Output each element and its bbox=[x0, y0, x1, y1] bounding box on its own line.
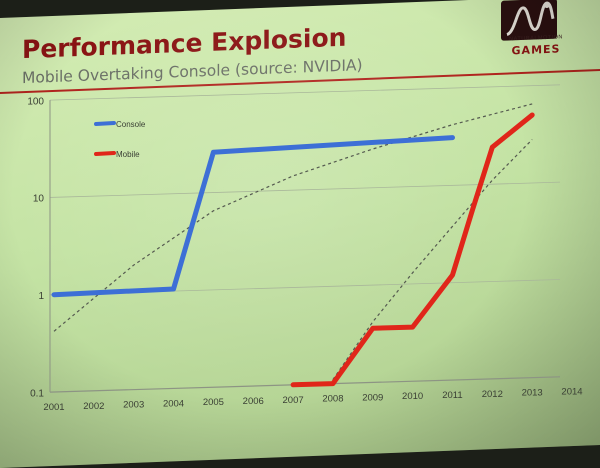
gridline bbox=[49, 181, 561, 198]
x-tick-label: 2012 bbox=[482, 389, 503, 400]
x-tick-label: 2013 bbox=[522, 388, 543, 399]
x-tick-label: 2005 bbox=[203, 397, 224, 408]
x-tick-label: 2007 bbox=[283, 395, 304, 406]
gridline bbox=[49, 84, 561, 101]
x-tick-label: 2010 bbox=[402, 391, 423, 402]
x-tick-label: 2014 bbox=[561, 386, 582, 397]
series-line-console bbox=[51, 135, 455, 298]
trendline bbox=[332, 139, 533, 380]
naturalmotion-logo: NATURALMOTION GAMES bbox=[497, 0, 575, 61]
x-tick-label: 2006 bbox=[243, 396, 264, 407]
performance-chart: 0.1 1 10 100 2001 2002 2003 2004 2005 2006 2007 200… bbox=[27, 84, 583, 413]
x-tick-label: 2008 bbox=[322, 394, 343, 405]
logo-icon bbox=[501, 0, 557, 41]
y-tick-label: 1 bbox=[38, 291, 44, 302]
legend-swatch bbox=[94, 121, 116, 126]
x-tick-label: 2001 bbox=[43, 402, 64, 413]
x-tick-label: 2009 bbox=[362, 392, 383, 403]
trendline bbox=[53, 103, 533, 332]
y-tick-label: 0.1 bbox=[30, 388, 44, 399]
legend-label: Console bbox=[116, 120, 146, 129]
legend-label: Mobile bbox=[116, 150, 140, 159]
series-line-mobile bbox=[290, 112, 535, 388]
x-tick-label: 2011 bbox=[442, 390, 462, 401]
y-tick-label: 10 bbox=[33, 194, 45, 205]
x-tick-label: 2002 bbox=[83, 401, 104, 412]
x-tick-label: 2004 bbox=[163, 398, 184, 409]
y-tick-label: 100 bbox=[27, 96, 44, 107]
x-tick-label: 2003 bbox=[123, 400, 144, 411]
legend-swatch bbox=[94, 151, 116, 156]
